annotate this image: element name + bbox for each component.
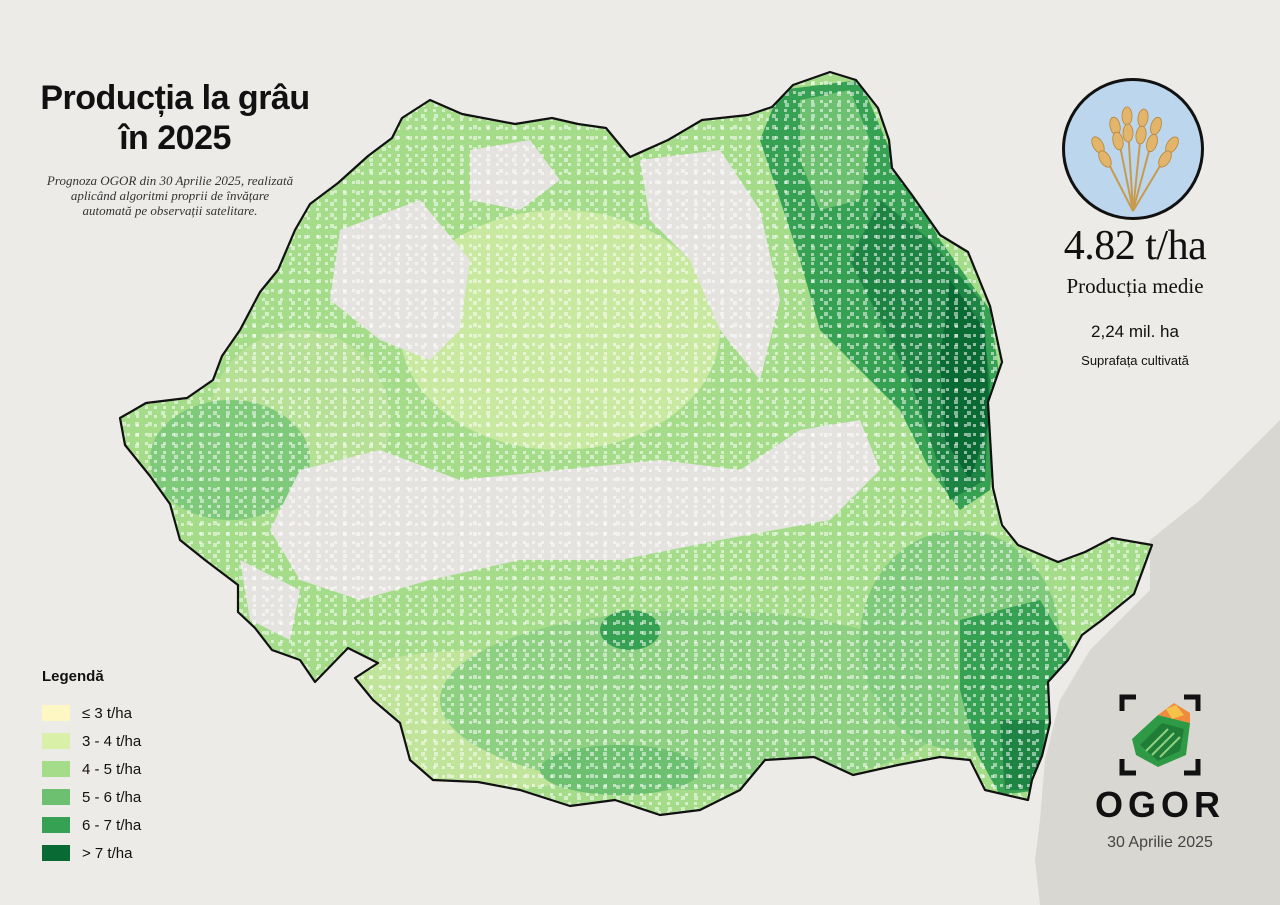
legend-swatch <box>42 817 70 833</box>
brand-date: 30 Aprilie 2025 <box>1107 834 1213 851</box>
legend-item: 6 - 7 t/ha <box>42 811 242 839</box>
legend-item: > 7 t/ha <box>42 839 242 867</box>
average-yield-value: 4.82 t/ha <box>1063 223 1207 269</box>
ogor-logo-icon <box>1118 693 1202 777</box>
brand-name: OGOR <box>1094 784 1225 825</box>
legend-swatch <box>42 845 70 861</box>
legend-swatch <box>42 705 70 721</box>
legend-label: ≤ 3 t/ha <box>82 704 132 722</box>
legend: Legendă ≤ 3 t/ha 3 - 4 t/ha 4 - 5 t/ha 5… <box>42 668 242 867</box>
legend-swatch <box>42 761 70 777</box>
legend-label: 4 - 5 t/ha <box>82 760 142 778</box>
page-subtitle: Prognoza OGOR din 30 Aprilie 2025, reali… <box>46 173 294 218</box>
legend-label: 6 - 7 t/ha <box>82 816 142 834</box>
legend-label: > 7 t/ha <box>82 844 133 862</box>
legend-swatch <box>42 789 70 805</box>
wheat-icon <box>1062 78 1204 220</box>
cultivated-area-label: Suprafața cultivată <box>1081 353 1189 368</box>
legend-title: Legendă <box>42 668 104 685</box>
legend-item: 3 - 4 t/ha <box>42 727 242 755</box>
page-title: Producția la grâu în 2025 <box>40 79 310 157</box>
legend-label: 5 - 6 t/ha <box>82 788 142 806</box>
legend-swatch <box>42 733 70 749</box>
legend-item: 4 - 5 t/ha <box>42 755 242 783</box>
cultivated-area-value: 2,24 mil. ha <box>1091 322 1179 341</box>
average-yield-label: Producția medie <box>1066 274 1204 298</box>
legend-item: 5 - 6 t/ha <box>42 783 242 811</box>
legend-label: 3 - 4 t/ha <box>82 732 142 750</box>
romania-border <box>118 70 1154 817</box>
legend-item: ≤ 3 t/ha <box>42 699 242 727</box>
